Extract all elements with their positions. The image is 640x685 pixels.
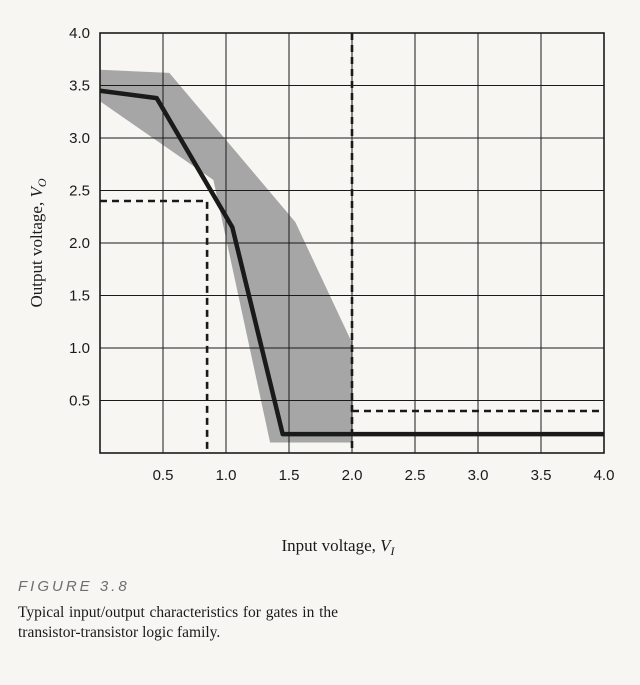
figure-caption: Typical input/output characteristics for… xyxy=(18,604,338,641)
x-tick-label: 1.5 xyxy=(279,467,300,484)
y-tick-label: 4.0 xyxy=(69,25,90,42)
x-tick-label: 2.0 xyxy=(342,467,363,484)
x-tick-label: 4.0 xyxy=(594,467,615,484)
x-tick-label: 3.0 xyxy=(468,467,489,484)
y-tick-label: 1.5 xyxy=(69,288,90,305)
figure-label: FIGURE 3.8 xyxy=(18,578,130,595)
x-tick-label: 1.0 xyxy=(216,467,237,484)
y-tick-label: 2.0 xyxy=(69,235,90,252)
x-tick-label: 3.5 xyxy=(531,467,552,484)
transfer-curve-line xyxy=(99,88,604,437)
transfer-characteristic-chart: 0.5 1.0 1.5 2.0 2.5 3.0 3.5 4.0 4.0 3.5 3.0 2.5 2.0… xyxy=(27,25,615,558)
x-axis-label: Input voltage, VI xyxy=(281,536,395,558)
dashed-marker-line xyxy=(100,199,209,453)
x-tick-label: 2.5 xyxy=(405,467,426,484)
plot-frame xyxy=(99,32,605,454)
x-tick-label: 0.5 xyxy=(153,467,174,484)
y-tick-label: 0.5 xyxy=(69,393,90,410)
y-tick-label: 3.0 xyxy=(69,130,90,147)
y-tick-label: 2.5 xyxy=(69,183,90,200)
y-tick-label: 1.0 xyxy=(69,340,90,357)
y-tick-label: 3.5 xyxy=(69,78,90,95)
y-axis-label: Output voltage, VO xyxy=(27,178,49,307)
